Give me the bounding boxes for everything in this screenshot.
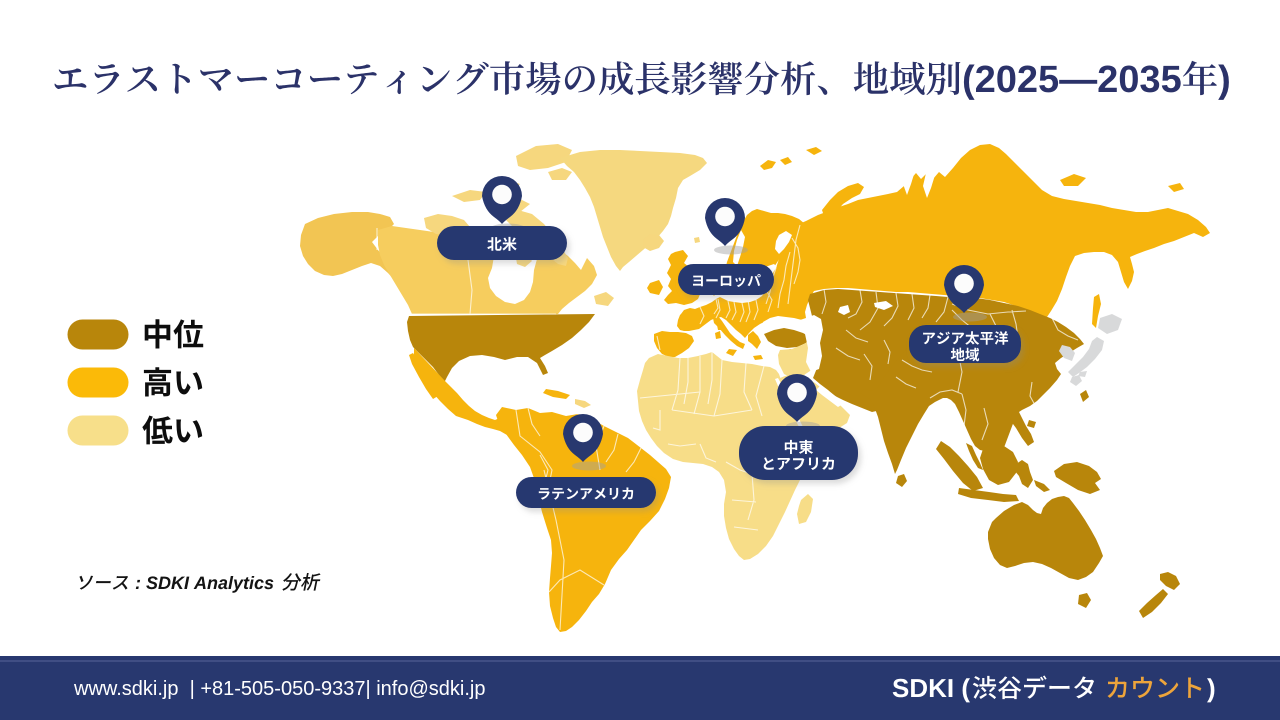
svg-text:www.sdki.jp | +81-505-050-933: www.sdki.jp | +81-505-050-9337| info@sdk… (73, 678, 485, 700)
